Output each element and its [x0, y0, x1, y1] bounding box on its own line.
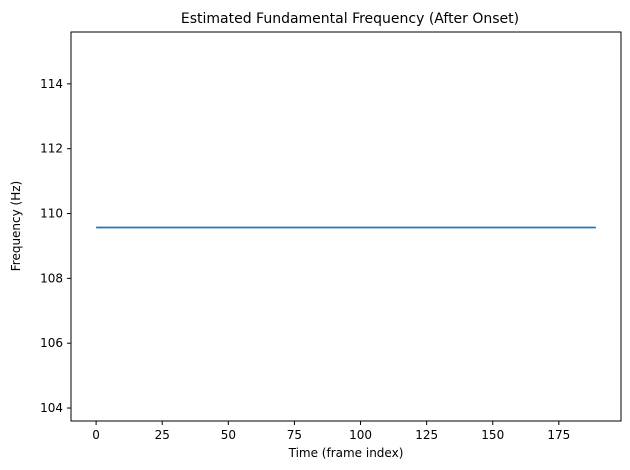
x-tick-label: 50	[221, 428, 236, 442]
y-tick-label: 106	[40, 336, 63, 350]
y-tick-label: 104	[40, 401, 63, 415]
x-tick-label: 175	[547, 428, 570, 442]
y-axis: 104 106 108 110 112 114	[40, 77, 71, 415]
x-axis-label: Time (frame index)	[288, 446, 404, 460]
plot-frame	[70, 31, 622, 422]
x-tick-label: 25	[155, 428, 170, 442]
x-tick-label: 150	[481, 428, 504, 442]
y-axis-label: Frequency (Hz)	[9, 181, 23, 272]
plot-area	[70, 31, 622, 422]
y-tick-label: 108	[40, 271, 63, 285]
x-tick-label: 75	[287, 428, 302, 442]
x-tick-label: 100	[349, 428, 372, 442]
x-axis: 0 25 50 75 100 125 150 175	[92, 421, 570, 442]
y-tick-label: 114	[40, 77, 63, 91]
chart-title: Estimated Fundamental Frequency (After O…	[181, 11, 519, 27]
x-tick-label: 0	[92, 428, 100, 442]
y-tick-label: 112	[40, 142, 63, 156]
x-tick-label: 125	[415, 428, 438, 442]
y-tick-label: 110	[40, 207, 63, 221]
